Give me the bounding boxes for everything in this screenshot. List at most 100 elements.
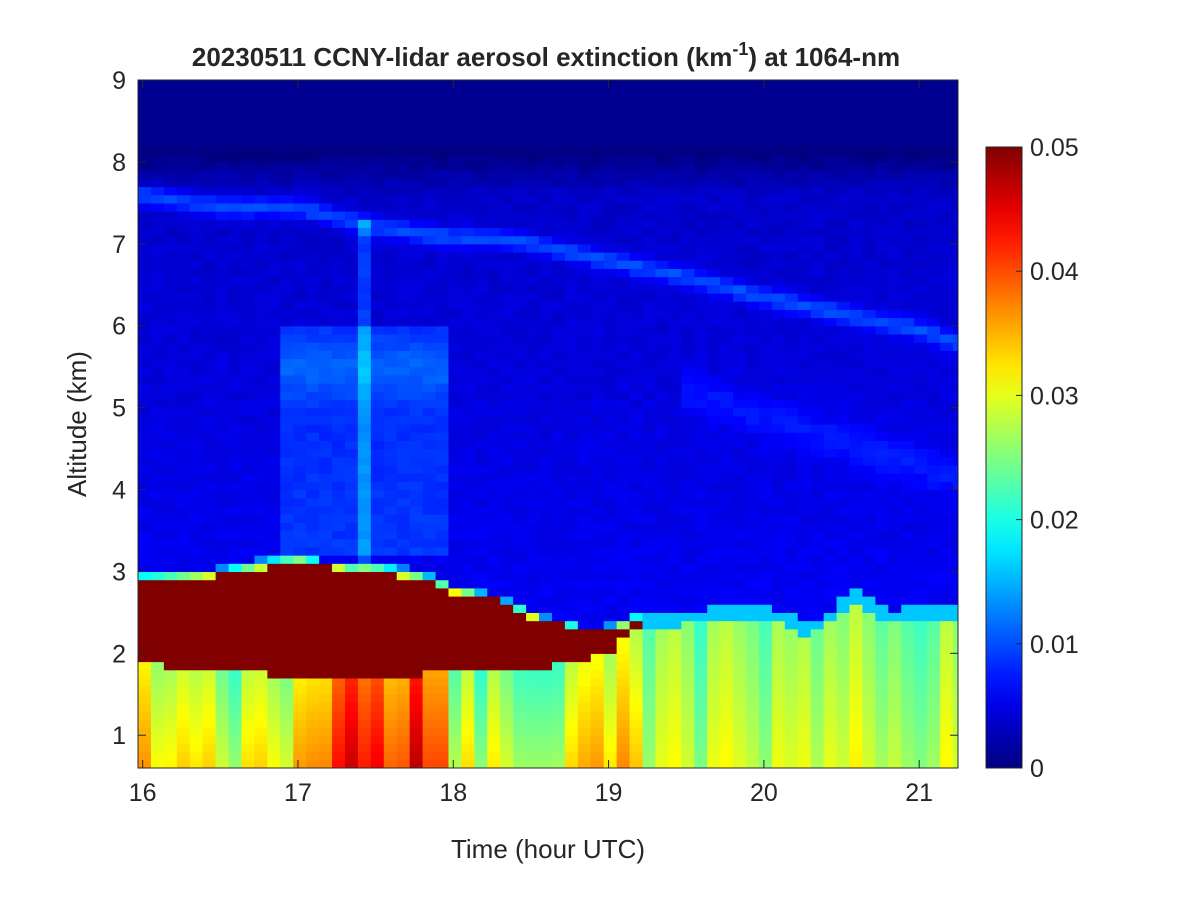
heatmap-cell bbox=[319, 235, 333, 245]
heatmap-cell bbox=[332, 448, 346, 458]
heatmap-cell bbox=[862, 153, 876, 163]
heatmap-cell bbox=[357, 538, 372, 548]
heatmap-cell bbox=[332, 743, 346, 753]
heatmap-cell bbox=[448, 546, 463, 556]
heatmap-cell bbox=[758, 759, 773, 768]
heatmap-cell bbox=[422, 129, 437, 138]
heatmap-cell bbox=[254, 260, 268, 269]
heatmap-cell bbox=[332, 391, 346, 401]
heatmap-cell bbox=[707, 366, 721, 376]
heatmap-cell bbox=[888, 604, 902, 613]
heatmap-cell bbox=[875, 374, 889, 384]
heatmap-cell bbox=[500, 268, 514, 278]
heatmap-cell bbox=[448, 505, 463, 515]
heatmap-cell bbox=[344, 333, 359, 343]
heatmap-cell bbox=[176, 243, 191, 253]
heatmap-cell bbox=[500, 194, 514, 204]
heatmap-cell bbox=[862, 481, 876, 491]
heatmap-cell bbox=[357, 186, 372, 196]
heatmap-cell bbox=[138, 276, 152, 286]
heatmap-cell bbox=[344, 137, 359, 147]
heatmap-cell bbox=[267, 694, 281, 704]
heatmap-cell bbox=[176, 718, 191, 728]
heatmap-cell bbox=[823, 137, 838, 147]
heatmap-cell bbox=[202, 153, 217, 163]
heatmap-cell bbox=[396, 645, 411, 654]
heatmap-cell bbox=[758, 211, 773, 220]
heatmap-cell bbox=[526, 374, 540, 384]
heatmap-cell bbox=[810, 194, 825, 204]
heatmap-cell bbox=[616, 759, 631, 768]
heatmap-cell bbox=[241, 759, 256, 768]
heatmap-cell bbox=[448, 718, 463, 728]
heatmap-cell bbox=[551, 727, 566, 736]
heatmap-cell bbox=[733, 292, 747, 302]
heatmap-cell bbox=[293, 686, 307, 695]
heatmap-cell bbox=[228, 751, 243, 761]
heatmap-cell bbox=[370, 727, 385, 736]
heatmap-cell bbox=[228, 735, 243, 745]
heatmap-cell bbox=[668, 227, 682, 237]
heatmap-cell bbox=[319, 260, 333, 269]
heatmap-cell bbox=[500, 317, 514, 327]
heatmap-cell bbox=[138, 219, 152, 229]
heatmap-cell bbox=[551, 120, 566, 130]
heatmap-cell bbox=[823, 317, 838, 327]
heatmap-cell bbox=[616, 497, 631, 507]
heatmap-cell bbox=[202, 587, 217, 597]
heatmap-cell bbox=[383, 612, 398, 622]
heatmap-cell bbox=[202, 268, 217, 278]
heatmap-cell bbox=[875, 440, 889, 450]
heatmap-cell bbox=[539, 505, 553, 515]
heatmap-cell bbox=[849, 522, 864, 532]
heatmap-cell bbox=[461, 88, 475, 97]
heatmap-cell bbox=[758, 710, 773, 720]
heatmap-cell bbox=[474, 653, 488, 663]
heatmap-cell bbox=[629, 571, 644, 581]
heatmap-cell bbox=[409, 432, 424, 441]
heatmap-cell bbox=[332, 194, 346, 204]
heatmap-cell bbox=[784, 456, 799, 466]
heatmap-cell bbox=[849, 161, 864, 171]
heatmap-cell bbox=[513, 104, 527, 114]
heatmap-cell bbox=[254, 686, 268, 695]
heatmap-cell bbox=[189, 153, 204, 163]
heatmap-cell bbox=[357, 727, 372, 736]
heatmap-cell bbox=[422, 497, 437, 507]
heatmap-cell bbox=[435, 80, 450, 89]
heatmap-cell bbox=[254, 464, 268, 474]
heatmap-cell bbox=[332, 432, 346, 441]
heatmap-cell bbox=[784, 505, 799, 515]
heatmap-cell bbox=[215, 325, 230, 335]
heatmap-cell bbox=[784, 481, 799, 491]
heatmap-cell bbox=[293, 358, 307, 368]
heatmap-cell bbox=[746, 432, 760, 441]
heatmap-cell bbox=[810, 358, 825, 368]
heatmap-cell bbox=[707, 317, 721, 327]
heatmap-cell bbox=[629, 342, 644, 351]
heatmap-cell bbox=[668, 440, 682, 450]
heatmap-cell bbox=[720, 702, 734, 712]
heatmap-cell bbox=[306, 440, 320, 450]
heatmap-cell bbox=[422, 366, 437, 376]
heatmap-cell bbox=[642, 276, 657, 286]
heatmap-cell bbox=[176, 186, 191, 196]
heatmap-cell bbox=[409, 440, 424, 450]
heatmap-cell bbox=[267, 227, 281, 237]
heatmap-cell bbox=[228, 317, 243, 327]
heatmap-cell bbox=[668, 530, 682, 540]
heatmap-cell bbox=[758, 661, 773, 671]
heatmap-cell bbox=[189, 235, 204, 245]
heatmap-cell bbox=[758, 587, 773, 597]
heatmap-cell bbox=[500, 473, 514, 482]
heatmap-cell bbox=[461, 530, 475, 540]
heatmap-cell bbox=[293, 538, 307, 548]
heatmap-cell bbox=[500, 333, 514, 343]
heatmap-cell bbox=[487, 710, 501, 720]
heatmap-cell bbox=[319, 620, 333, 630]
heatmap-cell bbox=[655, 235, 670, 245]
heatmap-cell bbox=[409, 211, 424, 220]
heatmap-cell bbox=[539, 80, 553, 89]
heatmap-cell bbox=[138, 677, 152, 687]
heatmap-cell bbox=[138, 686, 152, 695]
